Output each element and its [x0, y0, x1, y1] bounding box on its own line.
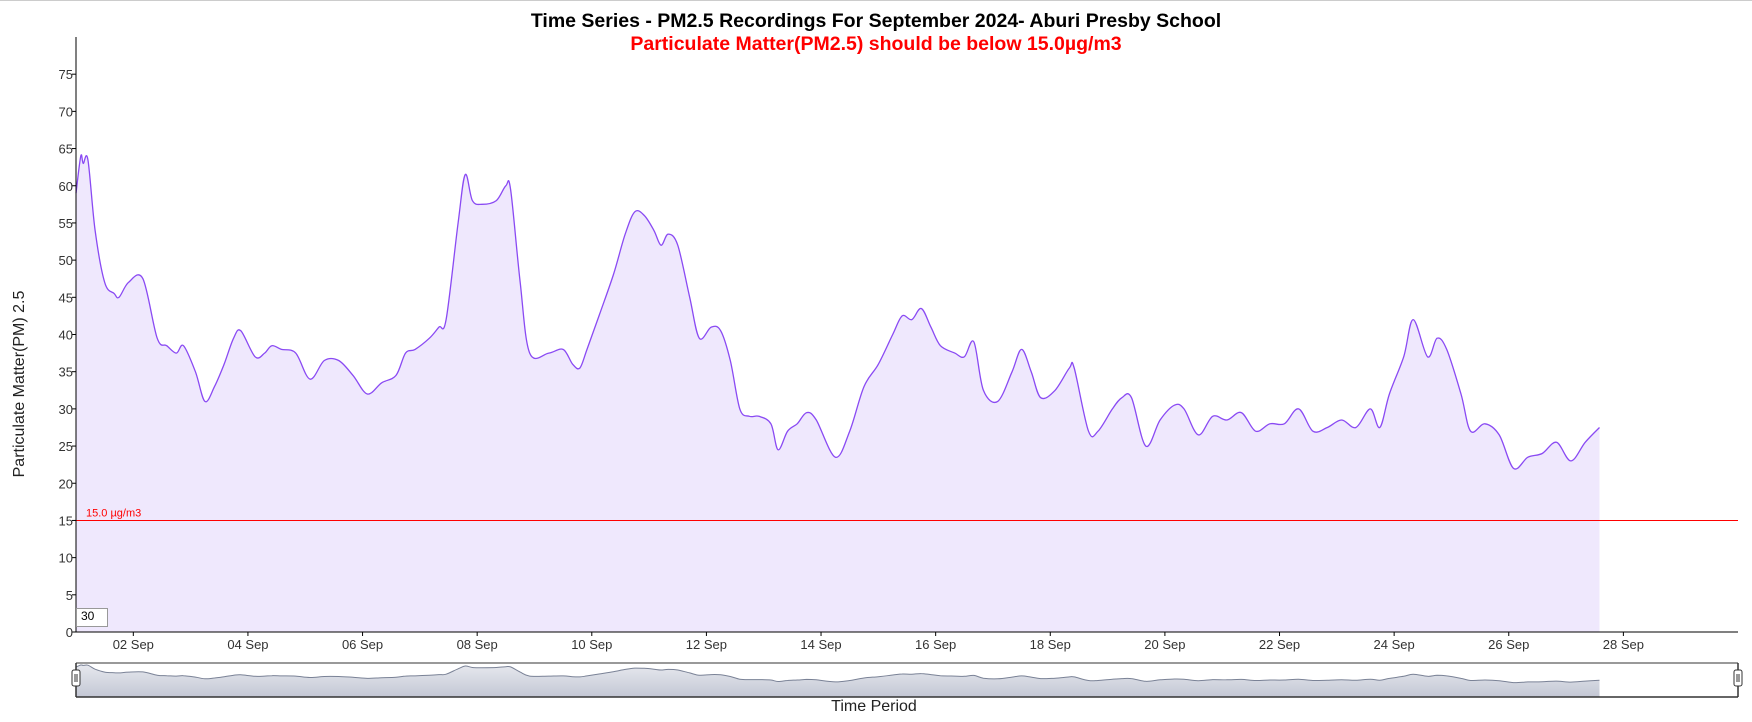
- y-tick-label: 20: [59, 476, 73, 491]
- handle-body: [71, 669, 81, 687]
- y-tick-label: 35: [59, 365, 73, 380]
- navigator-line: [75, 664, 1600, 684]
- x-tick-label: 10 Sep: [571, 637, 612, 652]
- y-tick-label: 60: [59, 179, 73, 194]
- x-tick-label: 08 Sep: [457, 637, 498, 652]
- y-axis: 0 5 10 15 20 25 30 35 40 45 50 55 60 65 70 75: [59, 37, 77, 640]
- x-tick-label: 12 Sep: [686, 637, 727, 652]
- y-tick-label: 75: [59, 67, 73, 82]
- threshold-label: 15.0 µg/m3: [86, 507, 141, 519]
- x-tick-label: 28 Sep: [1603, 637, 1644, 652]
- x-axis: 02 Sep 04 Sep 06 Sep 08 Sep 10 Sep 12 Sep 14 S…: [76, 631, 1738, 652]
- y-tick-label: 0: [66, 625, 73, 640]
- y-tick-label: 50: [59, 253, 73, 268]
- x-tick-label: 16 Sep: [915, 637, 956, 652]
- plot-area: 15.0 µg/m3: [75, 154, 1738, 632]
- chart-title: Time Series - PM2.5 Recordings For Septe…: [530, 10, 1222, 32]
- y-tick-label: 65: [59, 142, 73, 157]
- roll-period-input[interactable]: 30: [76, 608, 108, 627]
- chart-subtitle: Particulate Matter(PM2.5) should be belo…: [630, 33, 1122, 55]
- y-tick-label: 70: [59, 104, 73, 119]
- navigator-left-handle[interactable]: [71, 669, 81, 687]
- x-tick-label: 06 Sep: [342, 637, 383, 652]
- range-navigator[interactable]: [71, 662, 1743, 698]
- y-tick-label: 45: [59, 290, 73, 305]
- x-tick-label: 04 Sep: [227, 637, 268, 652]
- top-border: [0, 0, 1752, 1]
- x-tick-label: 22 Sep: [1259, 637, 1300, 652]
- y-tick-label: 5: [66, 588, 73, 603]
- y-axis-title: Particulate Matter(PM) 2.5: [11, 291, 28, 478]
- navigator-right-handle[interactable]: [1733, 669, 1743, 687]
- x-axis-title: Time Period: [831, 698, 917, 715]
- x-tick-label: 26 Sep: [1488, 637, 1529, 652]
- y-tick-label: 30: [59, 402, 73, 417]
- series-line: [75, 154, 1600, 470]
- y-tick-label: 10: [59, 551, 73, 566]
- x-tick-label: 02 Sep: [113, 637, 154, 652]
- x-tick-label: 14 Sep: [800, 637, 841, 652]
- y-tick-label: 40: [59, 328, 73, 343]
- x-tick-label: 18 Sep: [1030, 637, 1071, 652]
- x-tick-label: 20 Sep: [1144, 637, 1185, 652]
- handle-body: [1733, 669, 1743, 687]
- navigator-area: [76, 664, 1600, 697]
- series-area: [76, 154, 1600, 632]
- y-tick-label: 15: [59, 513, 73, 528]
- y-tick-label: 55: [59, 216, 73, 231]
- y-tick-label: 25: [59, 439, 73, 454]
- x-tick-label: 24 Sep: [1374, 637, 1415, 652]
